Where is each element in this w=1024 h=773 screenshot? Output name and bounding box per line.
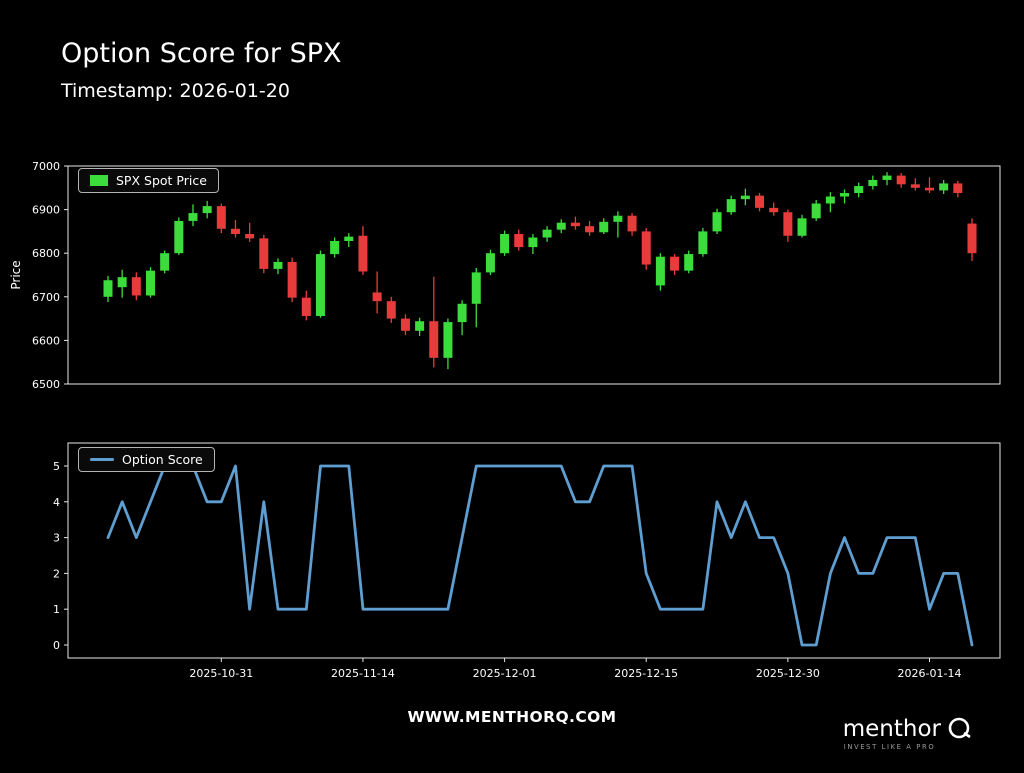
score-legend-label: Option Score — [122, 452, 203, 467]
score-legend: Option Score — [78, 447, 215, 472]
svg-text:5: 5 — [53, 460, 60, 473]
svg-text:6600: 6600 — [32, 334, 60, 347]
svg-text:2025-12-30: 2025-12-30 — [756, 667, 820, 680]
svg-text:6800: 6800 — [32, 247, 60, 260]
price-candlestick-chart: 6500 6600 6700 6800 6900 7000 — [32, 160, 1001, 391]
svg-text:2025-11-14: 2025-11-14 — [331, 667, 395, 680]
price-legend-label: SPX Spot Price — [116, 173, 207, 188]
brand-row: menthor — [843, 716, 972, 742]
option-score-line-chart: 0 1 2 3 4 5 2025-10-31 2025-11-14 2025-12-01 2025… — [53, 442, 1001, 680]
svg-text:6500: 6500 — [32, 378, 60, 391]
price-legend: SPX Spot Price — [78, 168, 219, 193]
svg-text:2025-12-15: 2025-12-15 — [614, 667, 678, 680]
svg-text:2026-01-14: 2026-01-14 — [898, 667, 962, 680]
svg-text:2025-10-31: 2025-10-31 — [189, 667, 253, 680]
brand-q-icon — [948, 717, 971, 739]
svg-text:0: 0 — [53, 639, 60, 652]
brand-tagline: INVEST LIKE A PRO — [843, 743, 936, 751]
svg-text:6700: 6700 — [32, 291, 60, 304]
svg-text:4: 4 — [53, 496, 60, 509]
svg-text:1: 1 — [53, 603, 60, 616]
candle-up-swatch-icon — [90, 175, 108, 186]
page-title: Option Score for SPX — [61, 38, 342, 69]
svg-text:2: 2 — [53, 567, 60, 580]
footer-url: WWW.MENTHORQ.COM — [407, 708, 617, 726]
brand-name: menthor — [842, 716, 941, 742]
page-subtitle: Timestamp: 2026-01-20 — [61, 80, 290, 102]
svg-text:2025-12-01: 2025-12-01 — [473, 667, 537, 680]
svg-text:3: 3 — [53, 532, 60, 545]
score-line-swatch-icon — [90, 458, 114, 461]
brand-logo: menthor INVEST LIKE A PRO — [843, 716, 972, 751]
svg-text:7000: 7000 — [32, 160, 60, 173]
svg-text:6900: 6900 — [32, 204, 60, 217]
